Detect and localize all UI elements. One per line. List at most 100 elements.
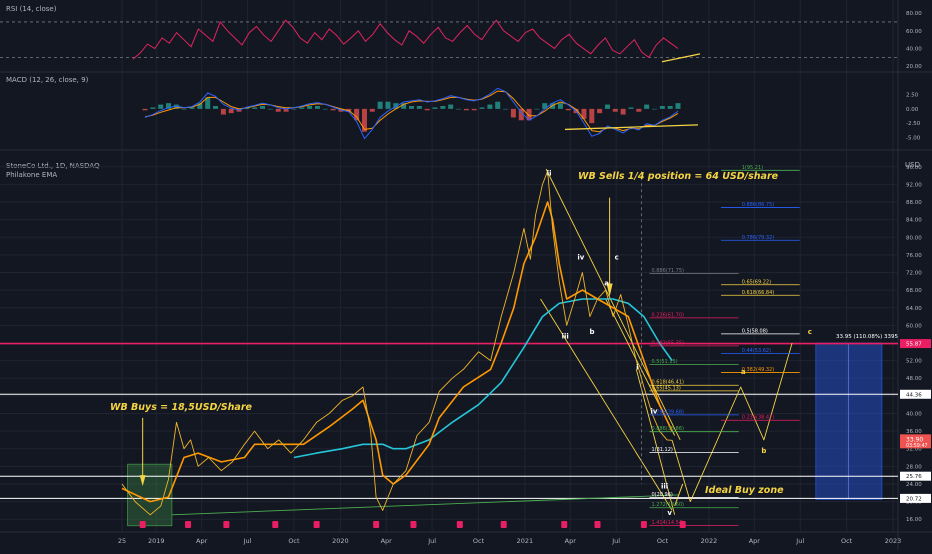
fib-level-label: 0.786(79.32) xyxy=(742,235,775,241)
macd-histogram-bar xyxy=(448,104,454,109)
macd-histogram-bar xyxy=(628,107,634,109)
currency-label: USD xyxy=(905,161,920,169)
last-price-tag xyxy=(900,434,931,449)
fib-level-label: 0.886(86.75) xyxy=(742,202,775,208)
fib-level-label: 0.382(55.35) xyxy=(651,340,684,346)
buy-annotation: WB Buys = 18,5USD/Share xyxy=(110,402,253,413)
price-tick-label: 96.00 xyxy=(906,165,922,171)
macd-tick-label: -5.00 xyxy=(906,135,921,141)
rsi-tick-label: 80.00 xyxy=(906,11,922,17)
x-tick-label: 25 xyxy=(118,537,126,545)
price-tick-label: 68.00 xyxy=(906,288,922,294)
wave-label: a xyxy=(604,280,609,288)
x-tick-label: 2021 xyxy=(517,537,534,545)
price-tick-label: 32.00 xyxy=(906,447,922,453)
macd-histogram-bar xyxy=(220,108,226,115)
price-title: StoneCo Ltd., 1D, NASDAQ xyxy=(6,162,100,170)
macd-histogram-bar xyxy=(542,103,548,109)
rsi-line xyxy=(132,19,679,60)
macd-histogram-bar xyxy=(330,108,336,111)
price-tick-label: 64.00 xyxy=(906,306,922,312)
macd-histogram-bar xyxy=(361,108,367,132)
macd-histogram-bar xyxy=(651,108,657,110)
earnings-marker xyxy=(410,521,417,528)
earnings-marker xyxy=(373,521,380,528)
buy-zone-annotation: Ideal Buy zone xyxy=(705,485,784,496)
sell-annotation: WB Sells 1/4 position = 64 USD/share xyxy=(578,171,779,182)
channel-top xyxy=(545,168,681,441)
macd-histogram-bar xyxy=(322,108,328,110)
macd-histogram-bar xyxy=(252,107,258,109)
earnings-marker xyxy=(500,521,507,528)
price-tick-label: 40.00 xyxy=(906,411,922,417)
fib-level-label: 0.382(49.32) xyxy=(742,367,775,373)
macd-histogram-bar xyxy=(667,106,673,109)
rsi-divergence-arrow xyxy=(661,53,701,63)
fib-level-label: 0.65(69.22) xyxy=(742,279,771,285)
x-tick-label: Jul xyxy=(795,537,804,545)
price-tick-label: 36.00 xyxy=(906,429,922,435)
macd-histogram-bar xyxy=(267,108,273,110)
price-tick-label: 48.00 xyxy=(906,376,922,382)
wave-label: b xyxy=(761,447,766,455)
macd-histogram-bar xyxy=(440,106,446,109)
macd-histogram-bar xyxy=(581,108,587,119)
macd-histogram-bar xyxy=(659,106,665,109)
wave-label: iii xyxy=(661,482,668,490)
price-axis-tag-label: 20.72 xyxy=(906,496,922,502)
sell-arrow-head xyxy=(606,283,613,297)
price-axis-tag xyxy=(900,339,931,349)
macd-histogram-bar xyxy=(471,108,477,111)
macd-histogram-bar xyxy=(612,108,618,112)
last-price-label: 33.90 xyxy=(906,436,923,443)
x-tick-label: Jul xyxy=(243,537,252,545)
fib-level-label: 0.5(51.15) xyxy=(651,359,677,365)
macd-histogram-bar xyxy=(401,103,407,109)
wave-label: i xyxy=(636,363,638,371)
earnings-marker xyxy=(272,521,279,528)
price-axis-tag-label: 25.76 xyxy=(906,474,922,480)
long-support-trendline xyxy=(171,494,679,516)
fib-level-label: 1.414(14.54) xyxy=(651,520,684,526)
macd-histogram-bar xyxy=(432,107,438,109)
wave-label: iv xyxy=(651,407,658,415)
fib-level-label: 0.65(45.13) xyxy=(651,385,680,391)
macd-histogram-bar xyxy=(503,108,509,110)
macd-histogram-bar xyxy=(456,108,462,110)
macd-histogram-bar xyxy=(377,101,383,109)
earnings-marker xyxy=(313,521,320,528)
x-tick-label: Oct xyxy=(841,537,853,545)
ema-slow-line xyxy=(293,298,673,459)
macd-histogram-bar xyxy=(604,104,610,109)
macd-histogram-bar xyxy=(166,103,172,109)
fib-level-label: 1(31.12) xyxy=(651,447,672,453)
fib-level-label: 0.236(61.70) xyxy=(651,312,684,318)
macd-histogram-bar xyxy=(675,103,681,109)
price-tick-label: 80.00 xyxy=(906,235,922,241)
wave-label: b xyxy=(589,328,594,336)
ema-fast-line xyxy=(121,201,673,503)
x-tick-label: Apr xyxy=(565,537,577,545)
macd-histogram-bar xyxy=(557,103,563,109)
x-tick-label: Oct xyxy=(288,537,300,545)
earnings-marker xyxy=(640,521,647,528)
macd-histogram-bar xyxy=(314,106,320,109)
fib-level-label: 0(20.96) xyxy=(651,492,672,498)
price-axis-tag xyxy=(900,471,931,481)
fib-level-label: 0.618(66.84) xyxy=(742,290,775,296)
macd-line xyxy=(144,87,679,140)
price-axis-tag xyxy=(900,389,931,399)
macd-histogram-bar xyxy=(644,104,650,109)
macd-histogram-bar xyxy=(526,108,532,121)
price-tick-label: 28.00 xyxy=(906,464,922,470)
buy-zone-arrow xyxy=(674,483,684,507)
macd-histogram-bar xyxy=(424,108,430,111)
x-tick-label: Jul xyxy=(611,537,620,545)
earnings-marker xyxy=(594,521,601,528)
macd-title: MACD (12, 26, close, 9) xyxy=(6,76,89,84)
price-tick-label: 72.00 xyxy=(906,271,922,277)
macd-histogram-bar xyxy=(354,108,360,121)
macd-histogram-bar xyxy=(150,107,156,109)
